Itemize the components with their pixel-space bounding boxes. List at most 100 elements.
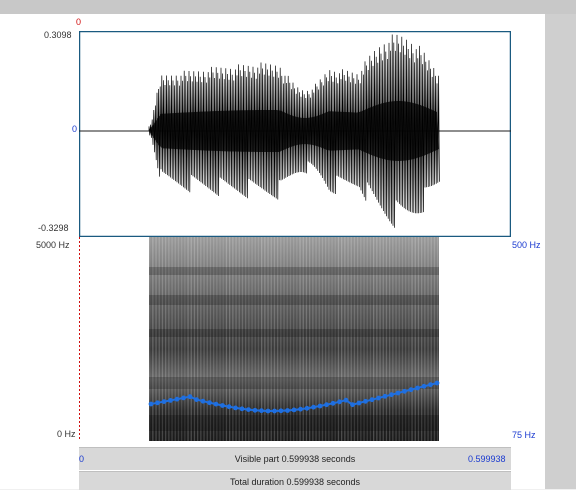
striation bbox=[401, 237, 404, 441]
striation bbox=[277, 237, 279, 441]
waveform-trace bbox=[79, 34, 511, 228]
pitch-point bbox=[343, 397, 349, 403]
spectrogram-panel[interactable] bbox=[79, 237, 511, 441]
striation bbox=[353, 237, 356, 441]
striation bbox=[341, 237, 343, 441]
striation bbox=[302, 237, 304, 441]
striation bbox=[184, 237, 186, 441]
pitch-point bbox=[278, 408, 284, 414]
striation bbox=[158, 237, 160, 441]
striation bbox=[222, 237, 224, 441]
striation bbox=[200, 237, 202, 441]
striation bbox=[152, 237, 154, 441]
striation bbox=[373, 237, 375, 441]
striation bbox=[417, 237, 420, 441]
striation bbox=[264, 237, 266, 441]
striation bbox=[248, 237, 250, 441]
total-duration-text: Total duration 0.599938 seconds bbox=[229, 477, 361, 487]
striation bbox=[193, 237, 196, 441]
striation bbox=[293, 237, 295, 441]
formant-band bbox=[149, 377, 439, 389]
striation bbox=[181, 237, 183, 441]
striation bbox=[325, 237, 327, 441]
striation bbox=[286, 237, 288, 441]
waveform-plot[interactable] bbox=[79, 31, 511, 237]
formant-band bbox=[149, 415, 439, 431]
visible-part-text: Visible part 0.599938 seconds bbox=[234, 454, 356, 464]
striation bbox=[245, 237, 247, 441]
pitch-point bbox=[298, 406, 303, 412]
pitch-point bbox=[415, 385, 420, 391]
pitch-point bbox=[395, 390, 401, 396]
pitch-point bbox=[369, 397, 375, 403]
pitch-point bbox=[402, 388, 407, 394]
pitch-point bbox=[233, 405, 238, 411]
striation bbox=[216, 237, 218, 441]
striation bbox=[433, 237, 436, 441]
striation bbox=[171, 237, 173, 441]
pitch-point bbox=[239, 406, 245, 412]
pitch-point bbox=[272, 408, 277, 414]
striation bbox=[350, 237, 352, 441]
spec-fmax-label: 5000 Hz bbox=[36, 240, 70, 250]
striation bbox=[149, 237, 151, 441]
waveform-core bbox=[149, 101, 439, 161]
pitch-point bbox=[428, 382, 433, 388]
striation bbox=[238, 237, 240, 441]
striation bbox=[174, 237, 176, 441]
pitch-point bbox=[363, 398, 368, 404]
wave-ymin-label: -0.3298 bbox=[38, 223, 69, 233]
waveform-panel[interactable] bbox=[79, 31, 511, 237]
striation bbox=[430, 237, 432, 441]
pitch-point bbox=[226, 404, 232, 410]
striation bbox=[161, 237, 164, 441]
striation bbox=[357, 237, 359, 441]
striation bbox=[334, 237, 336, 441]
pitch-point bbox=[434, 380, 440, 386]
striation bbox=[280, 237, 282, 441]
pitch-point bbox=[259, 408, 264, 414]
pitch-point bbox=[324, 402, 329, 408]
striation bbox=[209, 237, 212, 441]
striation bbox=[392, 237, 394, 441]
pitch-point bbox=[168, 398, 173, 403]
total-duration-bar[interactable]: Total duration 0.599938 seconds bbox=[79, 471, 511, 490]
striation bbox=[398, 237, 400, 441]
pitch-point bbox=[174, 396, 180, 402]
striation bbox=[309, 237, 311, 441]
pitch-point bbox=[311, 404, 316, 410]
striation bbox=[318, 237, 320, 441]
striation bbox=[382, 237, 384, 441]
pitch-point bbox=[265, 408, 271, 414]
pitch-point bbox=[161, 399, 167, 404]
striation bbox=[225, 237, 228, 441]
striation bbox=[299, 237, 301, 441]
pitch-point bbox=[376, 395, 381, 401]
striation bbox=[155, 237, 157, 441]
striation bbox=[312, 237, 314, 441]
striation bbox=[421, 237, 423, 441]
striation bbox=[363, 237, 365, 441]
striation bbox=[251, 237, 253, 441]
striation bbox=[366, 237, 368, 441]
striation bbox=[395, 237, 397, 441]
striation bbox=[427, 237, 429, 441]
pitch-point bbox=[213, 401, 219, 407]
visible-part-bar[interactable]: Visible part 0.599938 seconds bbox=[79, 447, 511, 470]
spectrogram-plot[interactable] bbox=[79, 237, 511, 441]
striation bbox=[213, 237, 215, 441]
pitch-point bbox=[252, 407, 258, 413]
pitch-point bbox=[194, 397, 199, 402]
time-start-label: 0 bbox=[79, 454, 85, 464]
pitch-point bbox=[155, 400, 160, 406]
pitch-point bbox=[337, 399, 342, 405]
striation bbox=[206, 237, 208, 441]
formant-band bbox=[149, 267, 439, 275]
striation bbox=[405, 237, 407, 441]
spectrogram-striations bbox=[149, 237, 439, 441]
pitch-point bbox=[220, 403, 225, 408]
striation bbox=[177, 237, 180, 441]
striation bbox=[321, 237, 324, 441]
pitch-point bbox=[317, 403, 323, 409]
